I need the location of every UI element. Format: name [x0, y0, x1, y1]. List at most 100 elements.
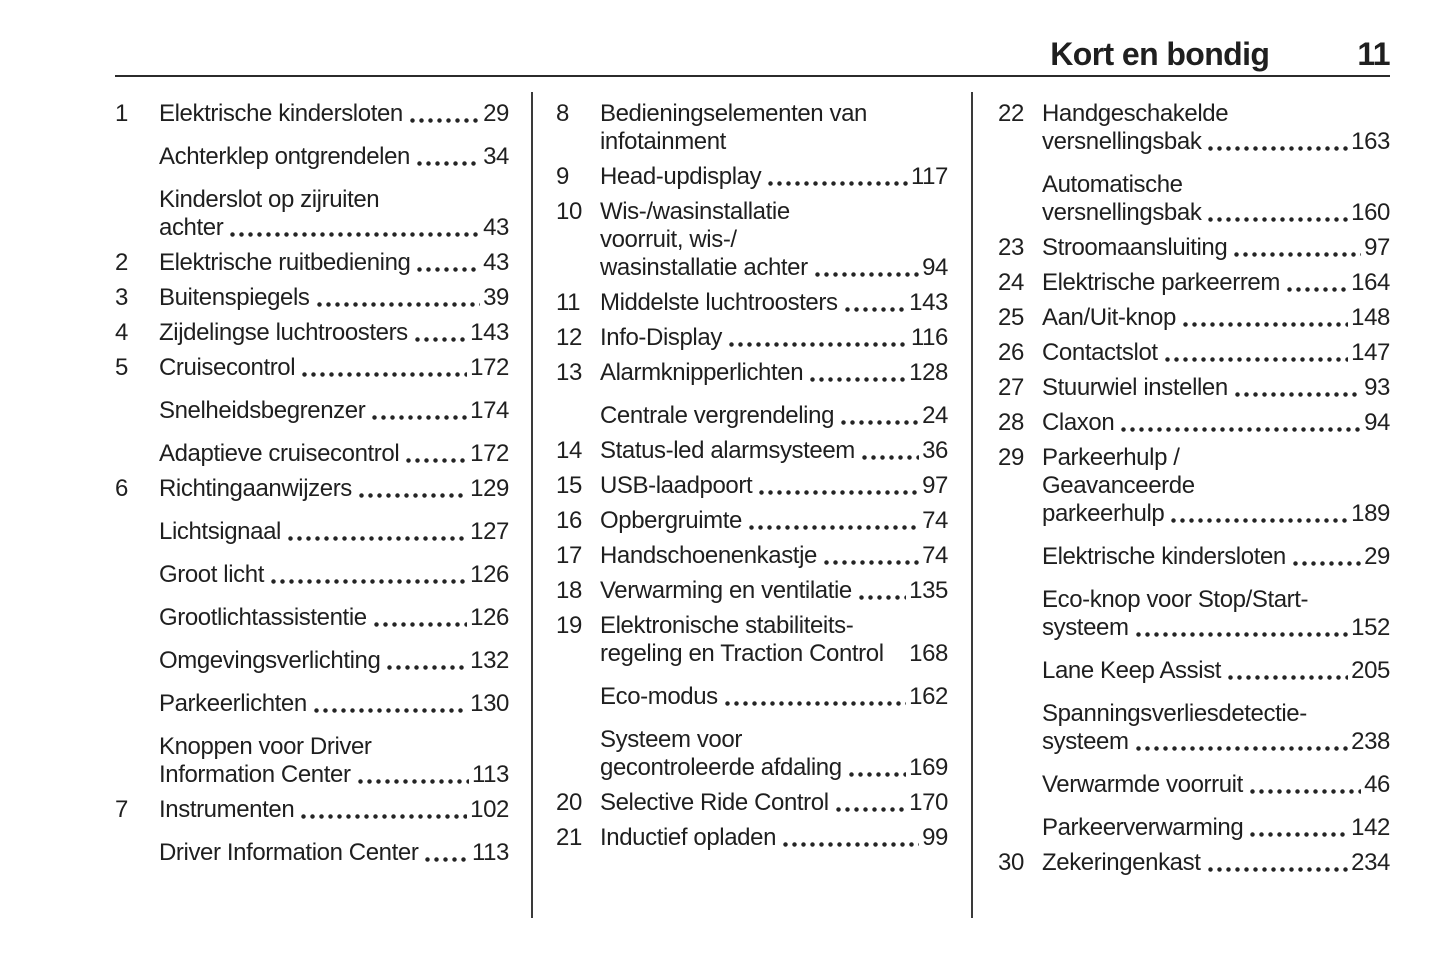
entry-page-number: 189 [1351, 500, 1390, 527]
dot-leader [300, 813, 468, 820]
entry-page-number: 238 [1351, 728, 1390, 755]
entry-label: Zekeringenkast [1042, 849, 1201, 876]
entry-page-number: 164 [1351, 269, 1390, 296]
toc-entry: 3 Buitenspiegels 39 [115, 284, 509, 312]
entry-page-number: 135 [909, 577, 948, 604]
entry-label: wasinstallatie achter [600, 254, 808, 281]
entry-label: regeling en Traction Control [600, 640, 884, 667]
entry-number: 23 [998, 234, 1024, 261]
dot-leader [834, 806, 907, 813]
entry-page-number: 97 [1364, 234, 1390, 261]
entry-page-number: 29 [1364, 543, 1390, 570]
entry-label: Information Center [159, 761, 351, 788]
entry-label: Handgeschakelde [1042, 100, 1229, 127]
entry-number: 20 [556, 789, 582, 816]
toc-entry: 9 Head-updisplay 117 [556, 163, 948, 191]
toc-entry: 23 Stroomaansluiting 97 [998, 234, 1390, 262]
entry-number [998, 700, 1042, 756]
toc-entry: 10 Wis-/wasinstallatie voorruit, wis-/wasi… [556, 198, 948, 282]
toc-entry: 22 Handgeschakelde versnellingsbak 163 [998, 100, 1390, 156]
entry-number: 8 [556, 100, 569, 127]
dot-leader [1120, 426, 1362, 433]
toc-entry: 2 Elektrische ruitbediening 43 [115, 249, 509, 277]
toc-entry: 25 Aan/Uit-knop 148 [998, 304, 1390, 332]
entry-page-number: 43 [483, 249, 509, 276]
dot-leader [1163, 356, 1349, 363]
entry-page-number: 116 [910, 324, 948, 351]
entry-page-number: 148 [1351, 304, 1390, 331]
toc-entry: 24 Elektrische parkeerrem 164 [998, 269, 1390, 297]
entry-number: 12 [556, 324, 582, 351]
entry-label: Parkeerlichten [159, 690, 307, 717]
toc-entry: Lane Keep Assist 205 [998, 657, 1390, 685]
entry-number: 6 [115, 475, 128, 502]
entry-label: versnellingsbak [1042, 199, 1202, 226]
toc-entry: 13 Alarmknipperlichten 128 [556, 359, 948, 387]
entry-number [115, 440, 159, 468]
dot-leader [843, 306, 907, 313]
entry-number: 17 [556, 542, 582, 569]
entry-page-number: 143 [909, 289, 948, 316]
entry-page-number: 163 [1351, 128, 1390, 155]
entry-label: Inductief opladen [600, 824, 777, 851]
entry-label: USB-laadpoort [600, 472, 753, 499]
toc-entry: 1 Elektrische kindersloten 29 [115, 100, 509, 128]
entry-number: 3 [115, 284, 128, 311]
entry-page-number: 126 [470, 561, 509, 588]
dot-leader [813, 271, 920, 278]
entry-label: Stuurwiel instellen [1042, 374, 1228, 401]
dot-leader [357, 492, 468, 499]
entry-page-number: 113 [471, 839, 509, 866]
entry-number [556, 726, 600, 782]
toc-column-1: 1 Elektrische kindersloten 29 Achterklep on… [115, 100, 509, 867]
entry-page-number: 152 [1351, 614, 1390, 641]
dot-leader [301, 371, 468, 378]
entry-number: 19 [556, 612, 582, 639]
entry-label: parkeerhulp [1042, 500, 1165, 527]
entry-page-number: 132 [470, 647, 509, 674]
column-divider-1 [531, 92, 533, 918]
entry-label: Cruisecontrol [159, 354, 296, 381]
entry-number: 27 [998, 374, 1024, 401]
entry-page-number: 99 [922, 824, 948, 851]
dot-leader [1207, 145, 1349, 152]
entry-label: Snelheidsbegrenzer [159, 397, 366, 424]
entry-number [998, 771, 1042, 799]
toc-entry: 14 Status-led alarmsysteem 36 [556, 437, 948, 465]
entry-label: Centrale vergrendeling [600, 402, 835, 429]
toc-entry: Knoppen voor Driver Information Center 113 [115, 733, 509, 789]
entry-label: achter [159, 214, 224, 241]
dot-leader [847, 771, 907, 778]
entry-label: Aan/Uit-knop [1042, 304, 1176, 331]
page-title: Kort en bondig [1050, 36, 1270, 72]
dot-leader [1181, 321, 1349, 328]
dot-leader [727, 341, 908, 348]
entry-number [115, 397, 159, 425]
dot-leader [1285, 286, 1349, 293]
toc-entry: Parkeerlichten 130 [115, 690, 509, 718]
toc-entry: 12 Info-Display 116 [556, 324, 948, 352]
column-divider-2 [971, 92, 973, 918]
toc-entry: 27 Stuurwiel instellen 93 [998, 374, 1390, 402]
entry-label: Elektrische parkeerrem [1042, 269, 1280, 296]
entry-page-number: 162 [909, 683, 948, 710]
entry-number: 1 [115, 100, 128, 127]
dot-leader [1170, 517, 1349, 524]
entry-number [115, 839, 159, 867]
entry-label: Grootlichtassistentie [159, 604, 367, 631]
toc-entry: 6 Richtingaanwijzers 129 [115, 475, 509, 503]
entry-number: 16 [556, 507, 582, 534]
entry-label: Info-Display [600, 324, 722, 351]
dot-leader [413, 336, 468, 343]
entry-label: Automatische [1042, 171, 1183, 198]
dot-leader [723, 700, 907, 707]
entry-label: versnellingsbak [1042, 128, 1202, 155]
entry-label: Alarmknipperlichten [600, 359, 804, 386]
entry-number: 9 [556, 163, 569, 190]
dot-leader [372, 621, 468, 628]
toc-entry: 28 Claxon 94 [998, 409, 1390, 437]
entry-page-number: 172 [470, 440, 509, 467]
entry-page-number: 130 [470, 690, 509, 717]
entry-label: Opbergruimte [600, 507, 742, 534]
toc-entry: 29 Parkeerhulp / Geavanceerde parkeerhulp 18… [998, 444, 1390, 528]
